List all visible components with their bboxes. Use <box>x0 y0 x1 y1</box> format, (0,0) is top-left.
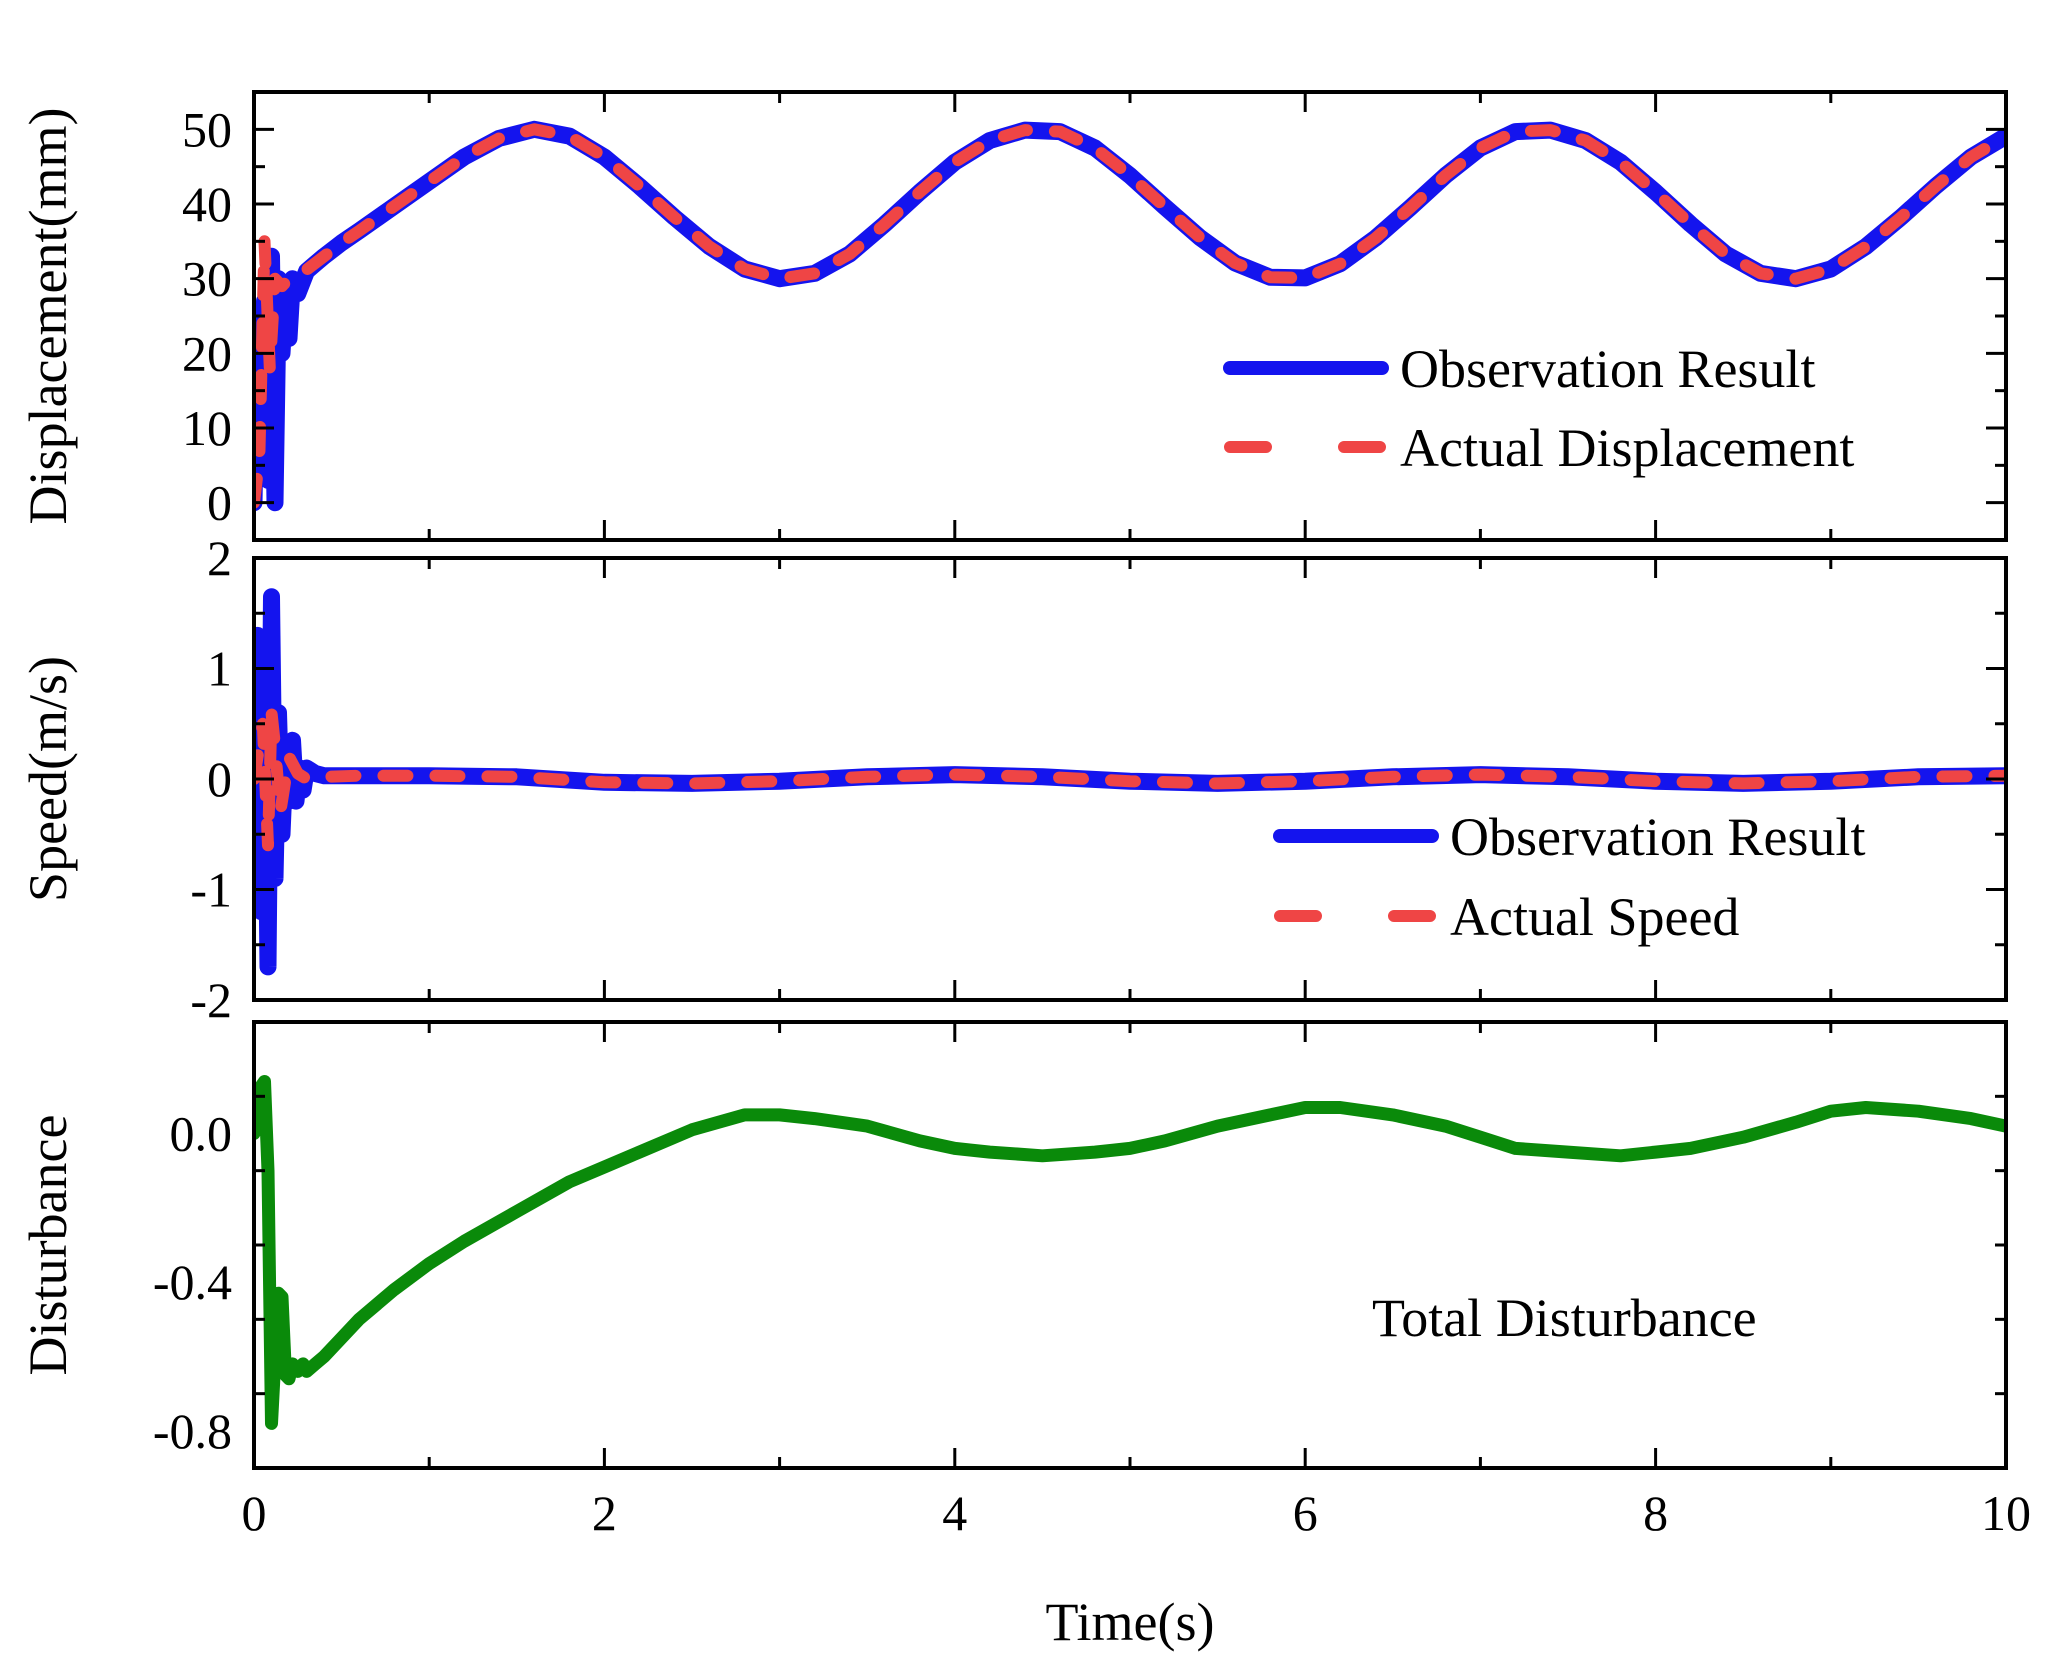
legend-label: Observation Result <box>1400 339 1815 399</box>
series-line-actual-speed <box>254 706 2006 852</box>
legend-label: Actual Displacement <box>1400 418 1854 478</box>
panel-1: 0 10 20 30 40 50 Displacement(mm) Observation R… <box>18 90 2008 542</box>
y-tick-label: -1 <box>190 862 232 918</box>
y-axis-title: Disturbance <box>18 1115 78 1376</box>
x-tick-label: 2 <box>592 1485 617 1541</box>
x-tick-label: 0 <box>242 1485 267 1541</box>
panel-2: -2 -1 0 1 2 Speed(m/s) Observation Result Actua… <box>18 530 2008 1028</box>
panel-3: -0.8 -0.4 0.0 Disturbance 0 2 4 6 8 10 Total Distu… <box>18 1020 2031 1541</box>
y-tick-label: 0.0 <box>170 1106 233 1162</box>
x-tick-label: 6 <box>1293 1485 1318 1541</box>
y-tick-label: 50 <box>182 101 232 157</box>
y-tick-label: 20 <box>182 325 232 381</box>
legend-label: Observation Result <box>1450 807 1865 867</box>
y-tick-label: 2 <box>207 530 232 586</box>
y-tick-label: 10 <box>182 400 232 456</box>
legend-label: Actual Speed <box>1450 887 1739 947</box>
x-axis-title: Time(s) <box>1045 1592 1214 1652</box>
legend: Observation Result Actual Displacement <box>1223 339 1854 478</box>
x-tick-label: 8 <box>1643 1485 1668 1541</box>
series-line-total-disturbance <box>254 1075 2006 1430</box>
y-tick-label: 0 <box>207 751 232 807</box>
y-tick-label: -0.8 <box>153 1403 232 1459</box>
y-tick-label: 1 <box>207 641 232 697</box>
plot-frame <box>252 1020 2008 1470</box>
legend: Observation Result Actual Speed <box>1273 807 1865 947</box>
y-tick-label: -0.4 <box>153 1254 232 1310</box>
annotation-total-disturbance: Total Disturbance <box>1372 1288 1757 1348</box>
y-tick-label: 0 <box>207 475 232 531</box>
y-axis-title: Speed(m/s) <box>18 656 78 902</box>
y-tick-label: 30 <box>182 251 232 307</box>
y-axis-title: Displacement(mm) <box>18 108 78 525</box>
y-tick-label: -2 <box>190 972 232 1028</box>
series-line-actual-displacement <box>254 123 2006 509</box>
x-tick-label: 4 <box>942 1485 967 1541</box>
x-tick-label: 10 <box>1981 1485 2031 1541</box>
y-tick-label: 40 <box>182 176 232 232</box>
